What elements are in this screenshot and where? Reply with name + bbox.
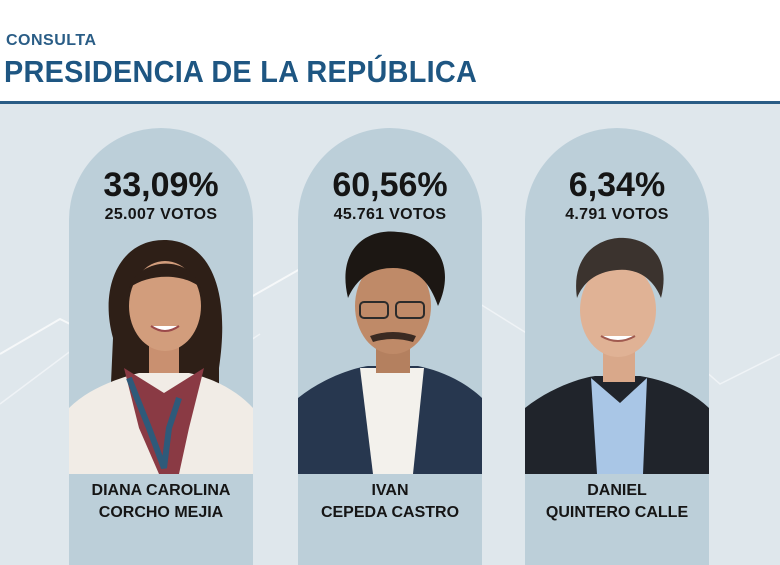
candidate-votes: 4.791 VOTOS — [565, 206, 669, 223]
candidate-photo — [525, 237, 709, 474]
candidate-card-quintero: 6,34% 4.791 VOTOS DANIEL QUINTERO CALLE — [525, 128, 709, 565]
candidate-photo — [298, 231, 482, 474]
candidate-percent: 33,09% — [103, 166, 219, 204]
candidate-name-line1: DANIEL — [587, 482, 647, 499]
candidate-card-cepeda: 60,56% 45.761 VOTOS IVAN CEPEDA CASTRO — [298, 128, 482, 565]
page-title: PRESIDENCIA DE LA REPÚBLICA — [4, 54, 478, 89]
candidate-votes: 25.007 VOTOS — [104, 206, 218, 223]
candidate-name-line1: IVAN — [371, 482, 409, 499]
header: CONSULTA PRESIDENCIA DE LA REPÚBLICA — [0, 0, 780, 104]
candidate-name-line2: CEPEDA CASTRO — [320, 504, 460, 521]
kicker-label: CONSULTA — [6, 32, 97, 49]
candidate-votes: 45.761 VOTOS — [333, 206, 447, 223]
candidate-name: DANIEL QUINTERO CALLE — [525, 480, 709, 524]
candidate-name-line2: CORCHO MEJIA — [98, 504, 224, 521]
candidate-photo — [69, 240, 253, 474]
header-divider — [0, 101, 780, 104]
candidate-percent: 6,34% — [568, 166, 666, 204]
candidate-name: IVAN CEPEDA CASTRO — [298, 480, 482, 524]
candidate-name-line1: DIANA CAROLINA — [91, 482, 231, 499]
candidate-percent: 60,56% — [332, 166, 448, 204]
candidate-name-line2: QUINTERO CALLE — [545, 504, 689, 521]
candidate-name: DIANA CAROLINA CORCHO MEJIA — [69, 480, 253, 524]
candidate-card-corcho: 33,09% 25.007 VOTOS DIANA CAROLINA CORCH… — [69, 128, 253, 565]
